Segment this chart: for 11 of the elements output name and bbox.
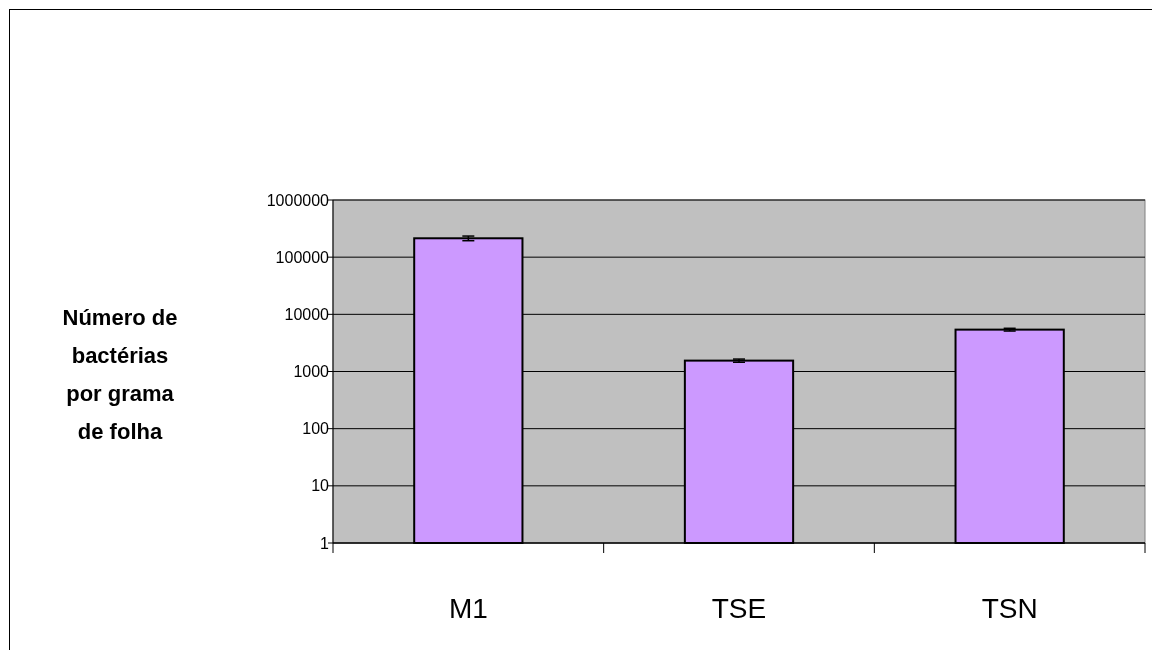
x-tick-label: TSN xyxy=(981,593,1038,624)
y-tick-label: 1 xyxy=(320,534,330,552)
y-axis-title: Número de bactérias por grama de folha xyxy=(62,305,178,445)
y-tick-label: 100000 xyxy=(275,248,330,266)
x-tick-label: M1 xyxy=(448,593,488,624)
y-tick-label: 1000000 xyxy=(266,191,330,209)
y-tick-label: 10000 xyxy=(284,305,330,323)
y-tick-label: 1000 xyxy=(293,363,330,381)
y-tick-label: 100 xyxy=(302,420,330,438)
y-tick-label: 10 xyxy=(311,477,330,495)
x-tick-label: TSE xyxy=(711,593,767,624)
